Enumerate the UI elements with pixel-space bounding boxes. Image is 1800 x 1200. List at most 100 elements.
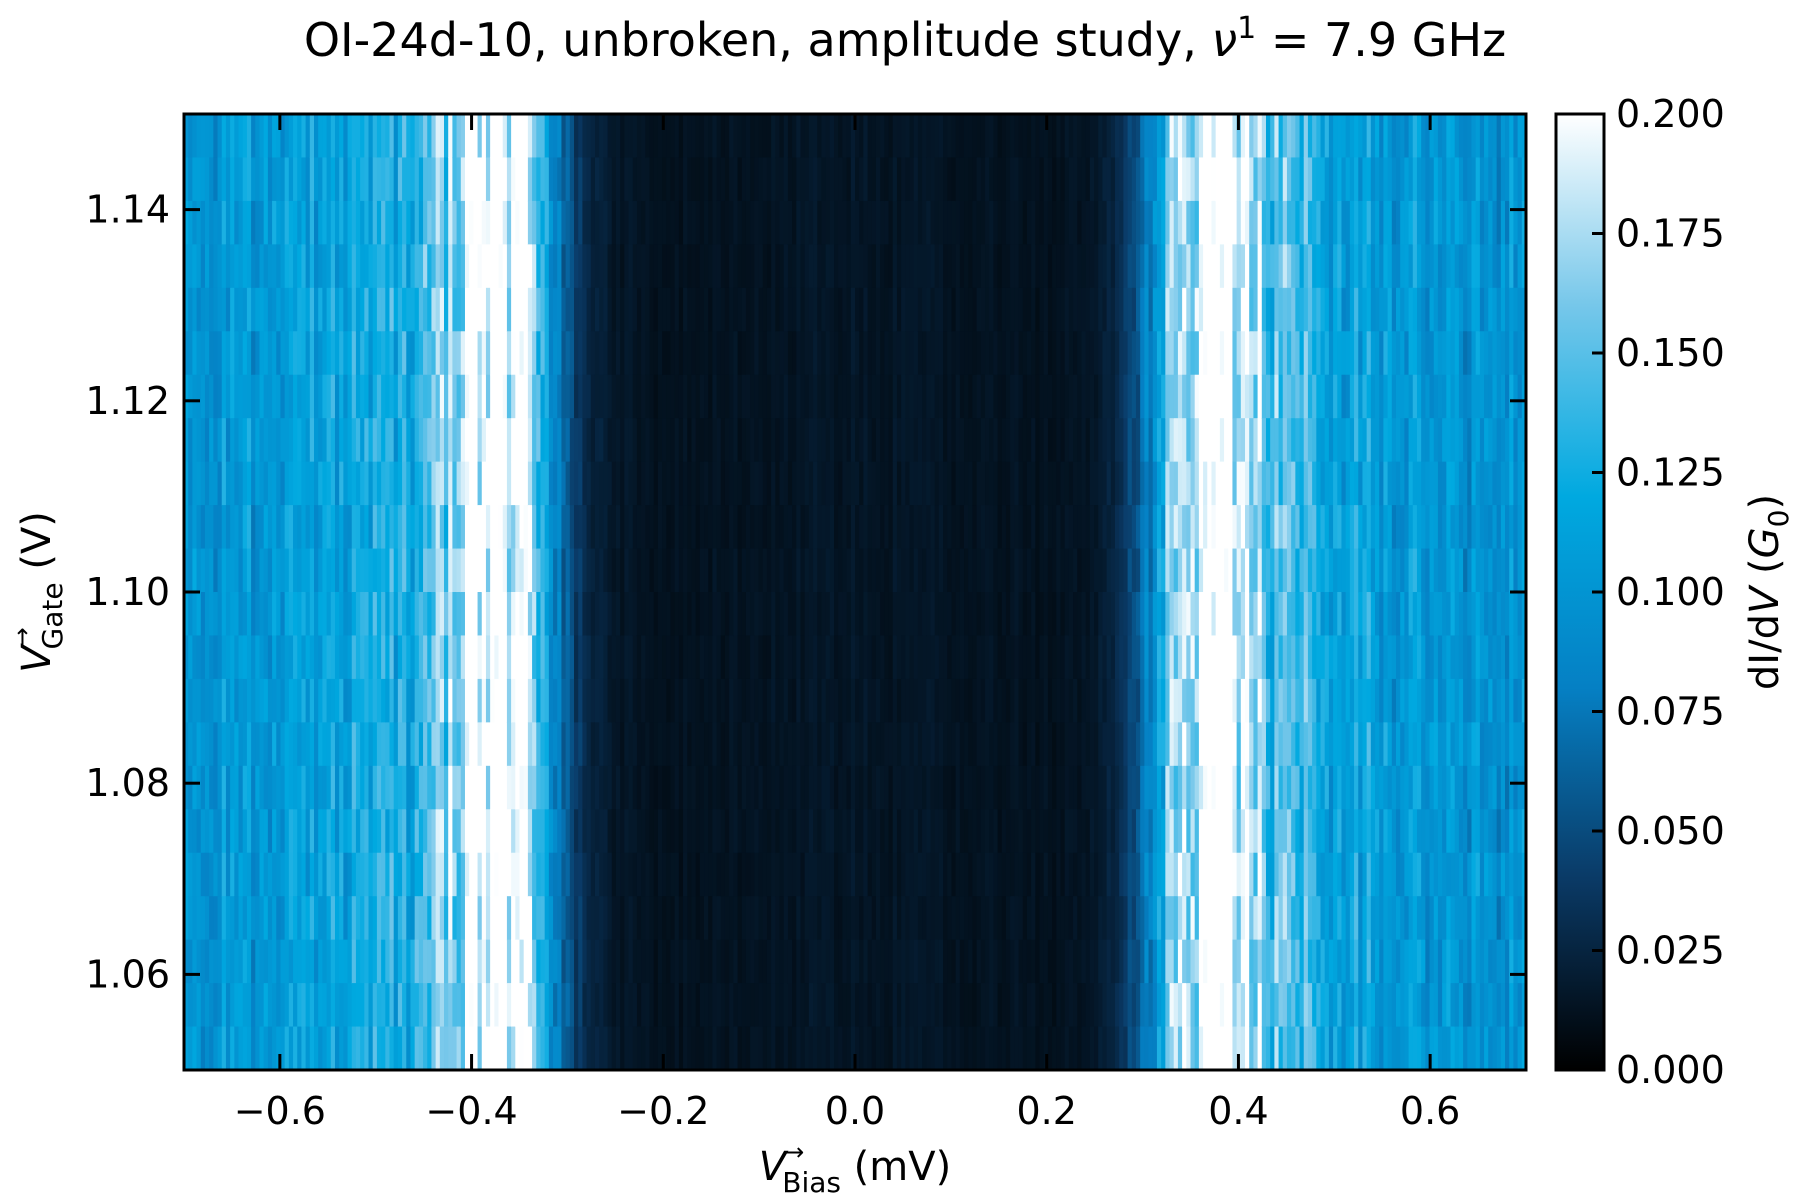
heatmap-cell xyxy=(1052,1026,1057,1070)
heatmap-cell xyxy=(506,114,512,159)
heatmap-cell xyxy=(1039,418,1045,463)
heatmap-cell xyxy=(372,765,378,810)
heatmap-cell xyxy=(435,678,441,723)
heatmap-cell xyxy=(875,1026,881,1070)
heatmap-cell xyxy=(825,461,831,506)
heatmap-cell xyxy=(758,635,764,680)
heatmap-cell xyxy=(951,635,957,680)
heatmap-cell xyxy=(326,374,332,419)
heatmap-cell xyxy=(989,592,994,637)
heatmap-cell xyxy=(435,852,441,897)
heatmap-cell xyxy=(565,592,571,637)
heatmap-cell xyxy=(188,157,193,202)
heatmap-cell xyxy=(322,983,328,1028)
heatmap-cell xyxy=(649,331,655,376)
heatmap-cell xyxy=(766,765,772,810)
heatmap-cell xyxy=(733,722,739,767)
heatmap-cell xyxy=(1085,418,1091,463)
heatmap-cell xyxy=(624,678,630,723)
heatmap-cell xyxy=(1060,505,1066,550)
heatmap-cell xyxy=(704,896,709,941)
heatmap-cell xyxy=(485,983,491,1028)
heatmap-cell xyxy=(393,809,399,854)
heatmap-cell xyxy=(808,418,814,463)
heatmap-cell xyxy=(695,939,701,984)
heatmap-cell xyxy=(670,461,676,506)
heatmap-cell xyxy=(351,548,357,593)
heatmap-cell xyxy=(515,722,521,767)
heatmap-cell xyxy=(729,548,734,593)
heatmap-cell xyxy=(913,244,919,289)
heatmap-cell xyxy=(565,418,571,463)
heatmap-cell xyxy=(695,809,701,854)
heatmap-cell xyxy=(469,765,474,810)
heatmap-cell xyxy=(213,896,219,941)
heatmap-cell xyxy=(460,461,466,506)
heatmap-cell xyxy=(423,200,428,245)
heatmap-cell xyxy=(737,809,743,854)
heatmap-cell xyxy=(263,157,269,202)
heatmap-cell xyxy=(272,939,277,984)
heatmap-cell xyxy=(209,896,214,941)
heatmap-cell xyxy=(427,722,433,767)
heatmap-cell xyxy=(192,548,198,593)
heatmap-cell xyxy=(460,200,466,245)
heatmap-cell xyxy=(892,983,898,1028)
heatmap-cell xyxy=(1056,418,1062,463)
heatmap-cell xyxy=(284,548,290,593)
heatmap-cell xyxy=(808,374,814,419)
heatmap-cell xyxy=(1043,157,1049,202)
heatmap-cell xyxy=(305,244,311,289)
heatmap-cell xyxy=(276,114,282,159)
heatmap-cell xyxy=(490,722,495,767)
heatmap-cell xyxy=(586,374,592,419)
heatmap-cell xyxy=(733,896,739,941)
heatmap-cell xyxy=(657,114,663,159)
heatmap-cell xyxy=(1022,157,1028,202)
heatmap-cell xyxy=(838,809,844,854)
heatmap-cell xyxy=(561,896,567,941)
heatmap-cell xyxy=(1060,418,1066,463)
heatmap-cell xyxy=(423,157,428,202)
heatmap-cell xyxy=(469,200,474,245)
heatmap-cell xyxy=(670,374,676,419)
heatmap-cell xyxy=(662,331,667,376)
heatmap-cell xyxy=(892,331,898,376)
heatmap-cell xyxy=(737,592,743,637)
heatmap-cell xyxy=(657,244,663,289)
heatmap-cell xyxy=(855,939,860,984)
heatmap-cell xyxy=(540,678,546,723)
heatmap-cell xyxy=(829,244,835,289)
heatmap-cell xyxy=(481,200,487,245)
heatmap-cell xyxy=(871,114,877,159)
heatmap-cell xyxy=(666,157,672,202)
heatmap-cell xyxy=(607,374,613,419)
heatmap-cell xyxy=(645,852,651,897)
heatmap-cell xyxy=(574,635,579,680)
heatmap-cell xyxy=(389,592,395,637)
heatmap-cell xyxy=(712,1026,718,1070)
heatmap-cell xyxy=(448,678,453,723)
heatmap-cell xyxy=(846,809,852,854)
heatmap-cell xyxy=(527,852,533,897)
heatmap-cell xyxy=(670,678,676,723)
heatmap-cell xyxy=(1098,809,1104,854)
heatmap-cell xyxy=(393,765,399,810)
heatmap-cell xyxy=(959,765,965,810)
heatmap-cell xyxy=(964,678,969,723)
heatmap-cell xyxy=(1014,852,1020,897)
heatmap-cell xyxy=(485,1026,491,1070)
heatmap-cell xyxy=(494,678,500,723)
heatmap-cell xyxy=(490,1026,495,1070)
heatmap-cell xyxy=(439,331,445,376)
heatmap-cell xyxy=(418,331,424,376)
heatmap-cell xyxy=(1035,809,1041,854)
heatmap-cell xyxy=(737,418,743,463)
heatmap-cell xyxy=(397,548,403,593)
heatmap-cell xyxy=(540,635,546,680)
heatmap-cell xyxy=(1043,852,1049,897)
heatmap-cell xyxy=(1039,1026,1045,1070)
heatmap-cell xyxy=(691,1026,697,1070)
heatmap-cell xyxy=(913,896,919,941)
heatmap-cell xyxy=(615,939,621,984)
